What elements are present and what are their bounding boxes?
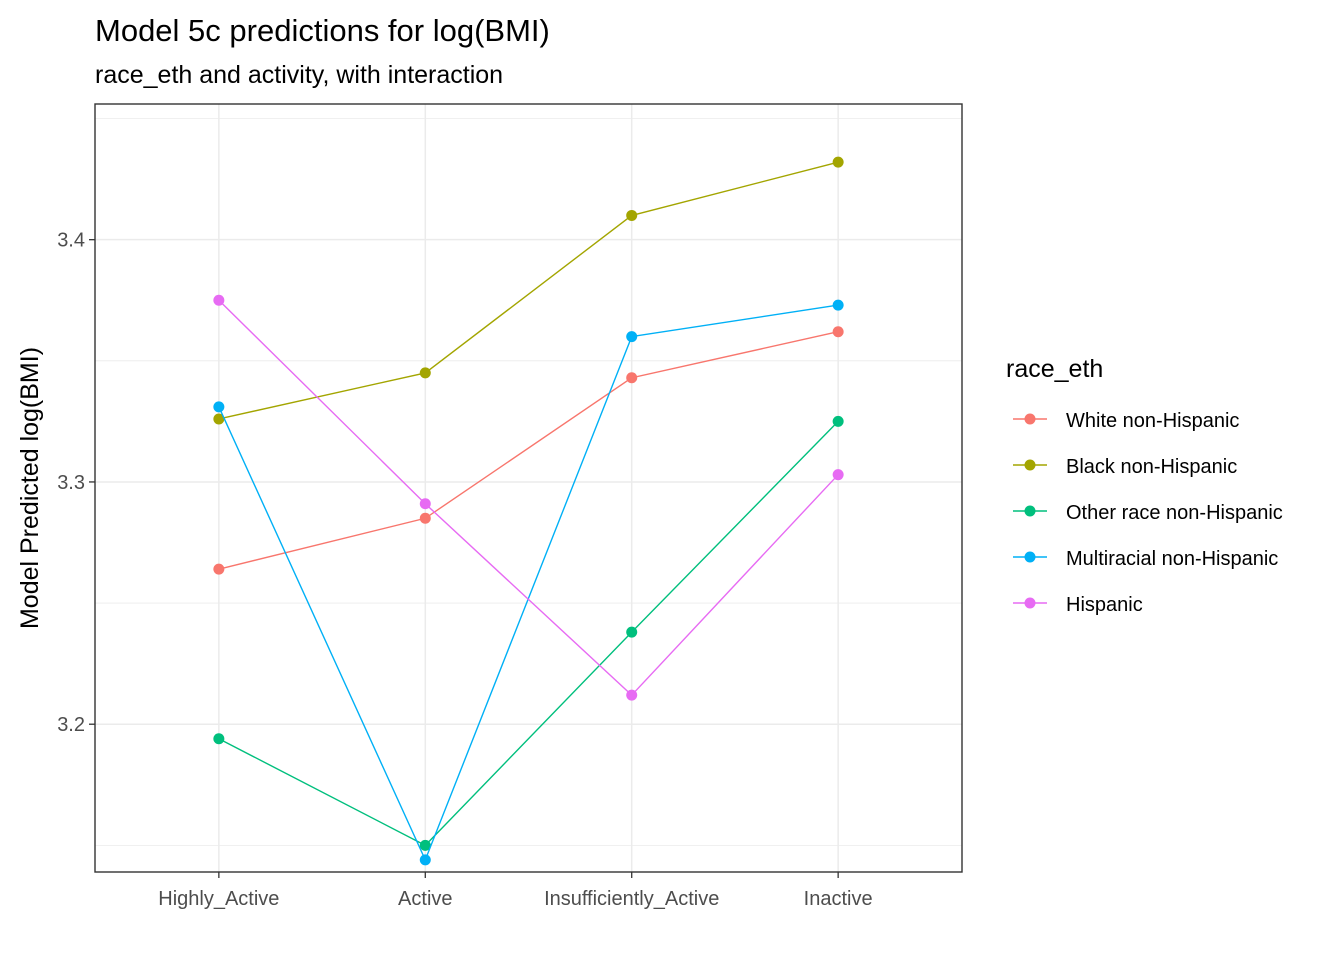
data-point	[419, 512, 431, 524]
data-point	[832, 415, 844, 427]
data-point	[213, 401, 225, 413]
legend-label: Black non-Hispanic	[1066, 456, 1237, 478]
series-other-race-non-hispanic	[213, 415, 844, 851]
grid-minor	[95, 118, 962, 846]
legend-key-point	[1024, 597, 1036, 609]
y-tick-label: 3.4	[57, 230, 85, 252]
series-hispanic	[213, 294, 844, 701]
x-tick-label: Active	[398, 888, 452, 910]
legend-key-point	[1024, 505, 1036, 517]
x-tick-label: Highly_Active	[158, 888, 279, 910]
data-point	[626, 626, 638, 638]
data-point	[419, 854, 431, 866]
legend: race_eth White non-Hispanic Black non-His…	[1006, 355, 1283, 616]
data-point	[213, 733, 225, 745]
chart-title: Model 5c predictions for log(BMI)	[95, 13, 550, 48]
legend-key-point	[1024, 459, 1036, 471]
legend-item: Black non-Hispanic	[1013, 456, 1237, 478]
y-tick-label: 3.3	[57, 472, 85, 494]
data-point	[213, 563, 225, 575]
data-point	[832, 469, 844, 481]
legend-label: White non-Hispanic	[1066, 410, 1239, 432]
series-line	[218, 304, 839, 862]
series-line	[218, 161, 839, 420]
legend-key-point	[1024, 413, 1036, 425]
x-axis: Highly_Active Active Insufficiently_Active…	[158, 872, 873, 910]
series-multiracial-non-hispanic	[213, 299, 844, 866]
data-point	[419, 498, 431, 510]
data-point	[626, 689, 638, 701]
legend-items: White non-Hispanic Black non-Hispanic Othe…	[1013, 410, 1283, 616]
data-point	[832, 156, 844, 168]
grid-major	[95, 104, 962, 872]
series-line	[218, 299, 839, 697]
series-layer	[213, 156, 844, 866]
panel-border	[94, 103, 963, 873]
plot-panel	[94, 103, 963, 873]
series-black-non-hispanic	[213, 156, 844, 425]
y-axis: 3.2 3.3 3.4	[57, 230, 95, 736]
data-point	[626, 331, 638, 343]
series-line	[218, 420, 839, 847]
legend-label: Hispanic	[1066, 594, 1143, 616]
y-tick-label: 3.2	[57, 714, 85, 736]
panel-background	[95, 104, 962, 872]
legend-label: Other race non-Hispanic	[1066, 502, 1283, 524]
legend-item: Multiracial non-Hispanic	[1013, 548, 1278, 570]
legend-label: Multiracial non-Hispanic	[1066, 548, 1278, 570]
data-point	[832, 326, 844, 338]
series-white-non-hispanic	[213, 326, 844, 575]
legend-title: race_eth	[1006, 355, 1103, 383]
data-point	[419, 839, 431, 851]
data-point	[213, 294, 225, 306]
legend-item: Other race non-Hispanic	[1013, 502, 1283, 524]
data-point	[626, 372, 638, 384]
legend-item: Hispanic	[1013, 594, 1143, 616]
x-tick-label: Inactive	[804, 888, 873, 910]
data-point	[832, 299, 844, 311]
y-axis-title: Model Predicted log(BMI)	[16, 347, 44, 629]
data-point	[213, 413, 225, 425]
legend-key-point	[1024, 551, 1036, 563]
series-line	[218, 331, 839, 570]
legend-item: White non-Hispanic	[1013, 410, 1239, 432]
data-point	[419, 367, 431, 379]
chart-subtitle: race_eth and activity, with interaction	[95, 61, 503, 89]
x-tick-label: Insufficiently_Active	[544, 888, 719, 910]
data-point	[626, 209, 638, 221]
